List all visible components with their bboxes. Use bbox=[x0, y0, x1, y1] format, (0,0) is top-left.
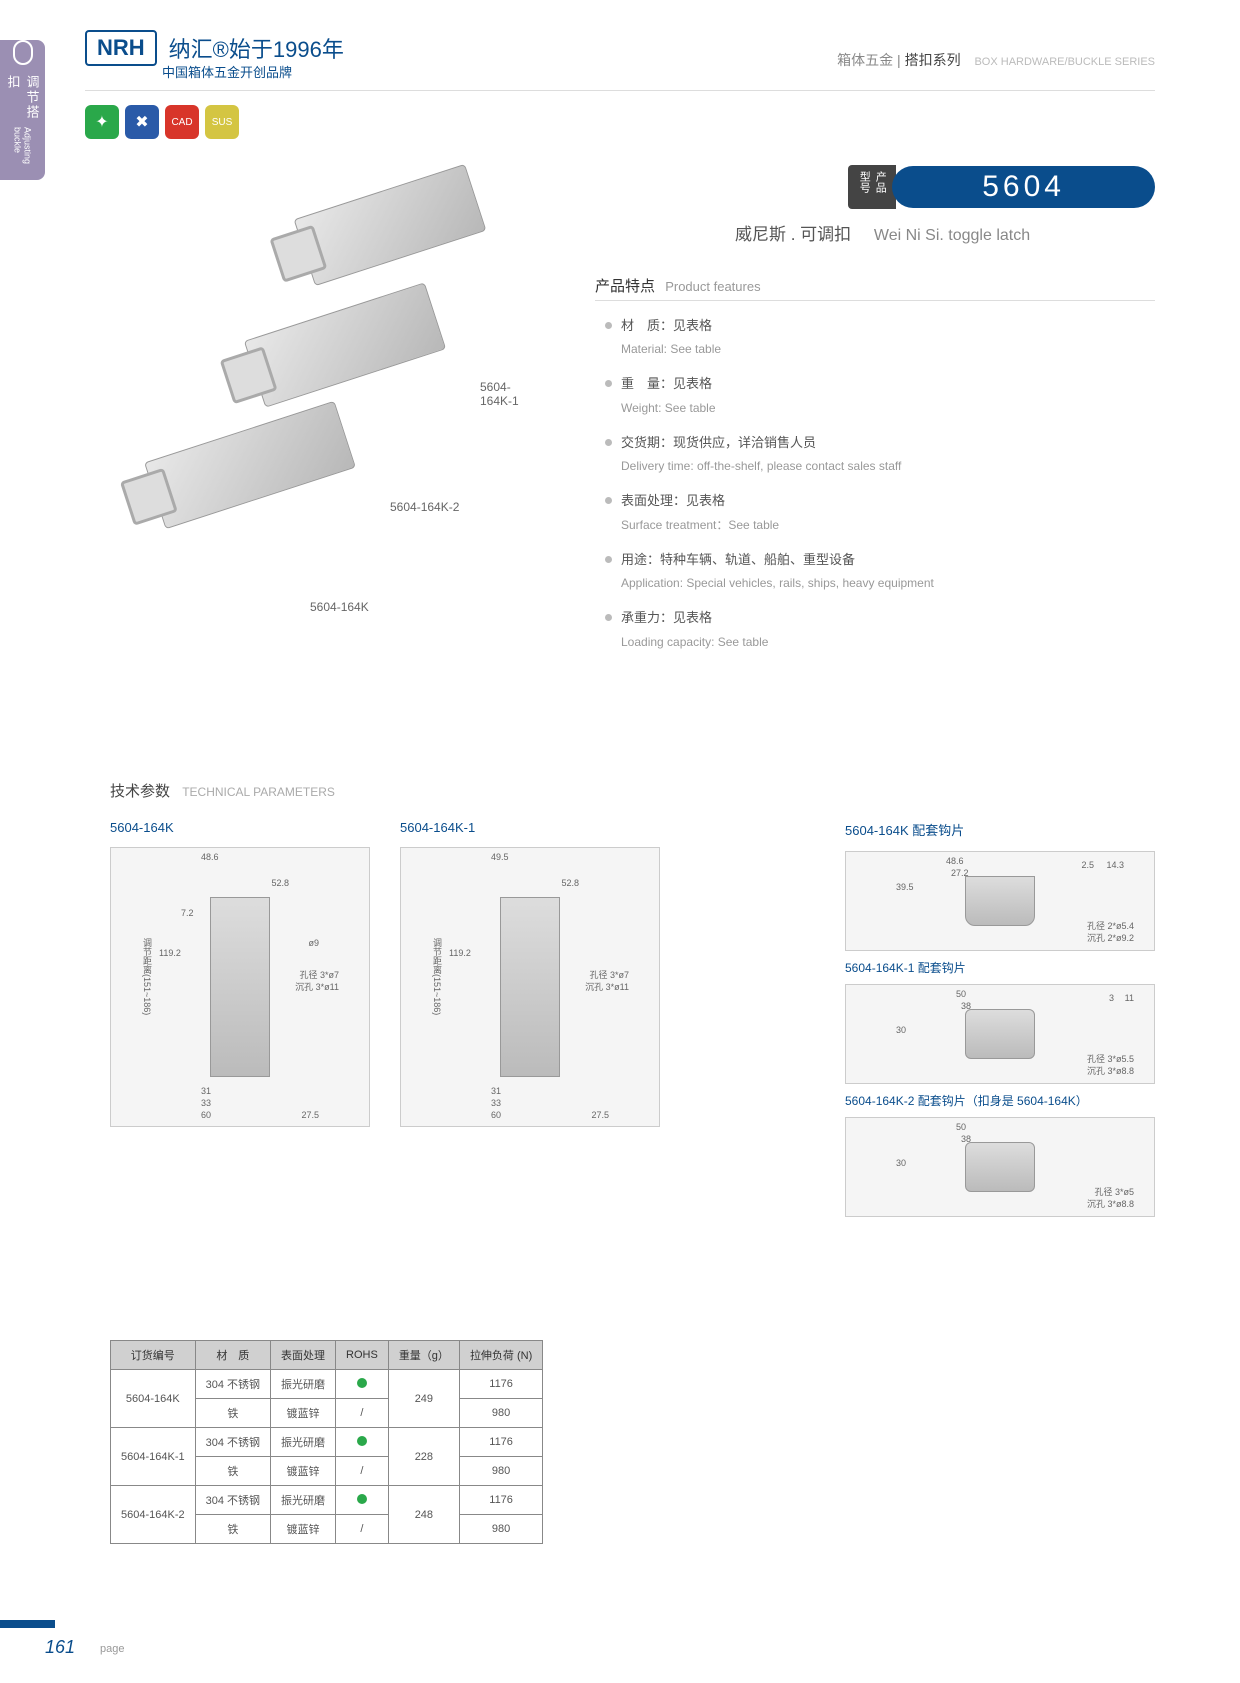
brand-sub: 中国箱体五金开创品牌 bbox=[162, 62, 292, 81]
product-images: 5604-164K-1 5604-164K-2 5604-164K bbox=[110, 170, 540, 610]
page-bar bbox=[0, 1620, 55, 1628]
model-sub-cn: 威尼斯 . 可调扣 bbox=[735, 225, 851, 244]
feature-item: 交货期：现货供应，详洽销售人员Delivery time: off-the-sh… bbox=[605, 432, 1155, 476]
side-tab-en: Adjusting buckle bbox=[13, 127, 33, 180]
rohs-dot-icon bbox=[357, 1494, 367, 1504]
hr-cn2: 搭扣系列 bbox=[905, 52, 961, 68]
hook-2-title: 5604-164K-1 配套钩片 bbox=[845, 959, 1155, 976]
header-right: 箱体五金 | 搭扣系列 BOX HARDWARE/BUCKLE SERIES bbox=[837, 50, 1155, 70]
page-label: page bbox=[100, 1643, 124, 1655]
diagram-1-drawing: 48.6 52.8 7.2 调节距离(151~186) 119.2 孔径 3*ø… bbox=[110, 847, 370, 1127]
side-tab: 调节搭扣 Adjusting buckle bbox=[0, 40, 45, 180]
diagram-1-title: 5604-164K bbox=[110, 820, 370, 835]
badge-cad-icon: CAD bbox=[165, 105, 199, 139]
model-badge: 产品型号 5604 bbox=[848, 165, 1155, 209]
hook-diagrams: 5604-164K 配套钩片 48.6 27.2 39.5 2.5 14.3 孔… bbox=[845, 820, 1155, 1225]
table-row: 5604-164K-2304 不锈钢振光研磨2481176 bbox=[111, 1486, 543, 1515]
diagram-2-title: 5604-164K-1 bbox=[400, 820, 660, 835]
feature-item: 材 质：见表格Material: See table bbox=[605, 315, 1155, 359]
features-title-cn: 产品特点 bbox=[595, 278, 655, 295]
tech-title: 技术参数 TECHNICAL PARAMETERS bbox=[110, 780, 335, 801]
model-sub-en: Wei Ni Si. toggle latch bbox=[874, 227, 1030, 244]
diagram-2: 5604-164K-1 49.5 52.8 119.2 调节距离(151~186… bbox=[400, 820, 660, 1127]
rohs-dot-icon bbox=[357, 1378, 367, 1388]
brand-cn: 纳汇®始于1996年 bbox=[169, 32, 344, 64]
hook-2-drawing: 50 38 30 3 11 孔径 3*ø5.5 沉孔 3*ø8.8 bbox=[845, 984, 1155, 1084]
page-number: 161 bbox=[45, 1637, 75, 1658]
diagram-1: 5604-164K 48.6 52.8 7.2 调节距离(151~186) 11… bbox=[110, 820, 370, 1127]
tech-title-cn: 技术参数 bbox=[110, 783, 170, 800]
hook-3-drawing: 50 38 30 孔径 3*ø5 沉孔 3*ø8.8 bbox=[845, 1117, 1155, 1217]
table-row: 5604-164K-1304 不锈钢振光研磨2281176 bbox=[111, 1428, 543, 1457]
latch-icon bbox=[13, 40, 33, 65]
rohs-dot-icon bbox=[357, 1436, 367, 1446]
spec-table: 订货编号材 质表面处理ROHS重量（g）拉伸负荷 (N)5604-164K304… bbox=[110, 1340, 543, 1544]
table-header: 表面处理 bbox=[271, 1341, 336, 1370]
product-label-1: 5604-164K-1 bbox=[480, 380, 540, 408]
badge-eco-icon: ✦ bbox=[85, 105, 119, 139]
feature-item: 表面处理：见表格Surface treatment：See table bbox=[605, 490, 1155, 534]
header-divider bbox=[85, 90, 1155, 91]
diagrams-section: 5604-164K 48.6 52.8 7.2 调节距离(151~186) 11… bbox=[110, 820, 1155, 1127]
hr-cn1: 箱体五金 bbox=[837, 52, 893, 68]
latch-image-2 bbox=[244, 282, 446, 407]
features-title: 产品特点 Product features bbox=[595, 275, 761, 296]
latch-image-1 bbox=[294, 164, 487, 286]
badge-sus-icon: SUS bbox=[205, 105, 239, 139]
badges: ✦ ✖ CAD SUS bbox=[85, 105, 239, 139]
features-list: 材 质：见表格Material: See table 重 量：见表格Weight:… bbox=[605, 315, 1155, 666]
table-header: 订货编号 bbox=[111, 1341, 196, 1370]
feature-item: 重 量：见表格Weight: See table bbox=[605, 373, 1155, 417]
diagram-2-drawing: 49.5 52.8 119.2 调节距离(151~186) 孔径 3*ø7 沉孔… bbox=[400, 847, 660, 1127]
model-number: 5604 bbox=[892, 166, 1155, 208]
hook-1-drawing: 48.6 27.2 39.5 2.5 14.3 孔径 2*ø5.4 沉孔 2*ø… bbox=[845, 851, 1155, 951]
feature-item: 用途：特种车辆、轨道、船舶、重型设备Application: Special v… bbox=[605, 549, 1155, 593]
table-header: 重量（g） bbox=[388, 1341, 459, 1370]
model-subtitle: 威尼斯 . 可调扣 Wei Ni Si. toggle latch bbox=[735, 220, 1155, 245]
hook-3-title: 5604-164K-2 配套钩片（扣身是 5604-164K） bbox=[845, 1092, 1155, 1109]
hr-en: BOX HARDWARE/BUCKLE SERIES bbox=[974, 56, 1155, 68]
badge-tools-icon: ✖ bbox=[125, 105, 159, 139]
model-label: 产品型号 bbox=[848, 165, 896, 209]
hook-1-title: 5604-164K 配套钩片 bbox=[845, 820, 1155, 839]
table-header: ROHS bbox=[336, 1341, 389, 1370]
side-tab-cn: 调节搭扣 bbox=[4, 75, 42, 123]
table-row: 5604-164K304 不锈钢振光研磨2491176 bbox=[111, 1370, 543, 1399]
features-title-en: Product features bbox=[665, 279, 760, 294]
logo: NRH bbox=[85, 30, 157, 66]
table-header: 材 质 bbox=[195, 1341, 270, 1370]
tech-title-en: TECHNICAL PARAMETERS bbox=[182, 785, 335, 799]
latch-image-3 bbox=[144, 401, 356, 529]
table-header: 拉伸负荷 (N) bbox=[459, 1341, 542, 1370]
header: NRH 纳汇®始于1996年 bbox=[85, 30, 344, 66]
product-label-2: 5604-164K-2 bbox=[390, 500, 459, 514]
product-label-3: 5604-164K bbox=[310, 600, 369, 614]
feature-item: 承重力：见表格Loading capacity: See table bbox=[605, 607, 1155, 651]
features-divider bbox=[595, 300, 1155, 301]
